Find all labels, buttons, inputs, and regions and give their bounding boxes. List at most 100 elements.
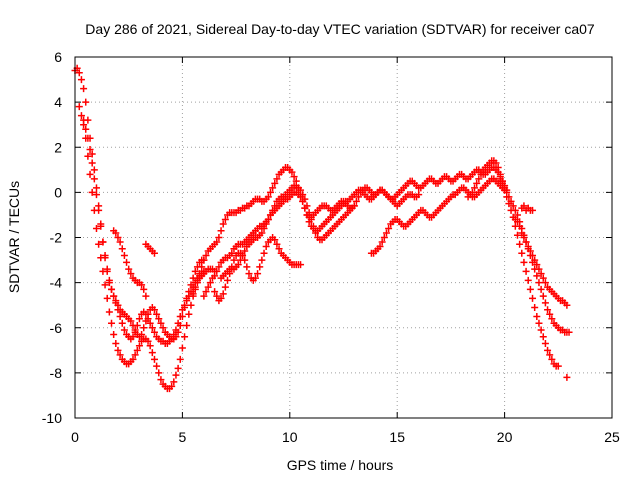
data-point [153, 310, 161, 318]
data-point [82, 98, 90, 106]
data-point [217, 227, 225, 235]
data-point [513, 218, 521, 226]
data-point [200, 256, 208, 264]
data-point [541, 299, 549, 307]
data-point [535, 319, 543, 327]
data-point [196, 270, 204, 278]
data-point [142, 292, 150, 300]
data-point [88, 188, 96, 196]
data-point [150, 249, 158, 257]
data-point [112, 340, 120, 348]
data-point [116, 312, 124, 320]
data-point [271, 236, 279, 244]
data-point [544, 306, 552, 314]
data-point [415, 191, 423, 199]
data-point [183, 294, 191, 302]
data-point [189, 290, 197, 298]
y-tick-labels: -10 -8 -6 -4 -2 0 2 4 6 [42, 49, 62, 426]
data-point [135, 315, 143, 323]
data-point [129, 333, 137, 341]
data-point [135, 342, 143, 350]
data-point [157, 376, 165, 384]
data-point [531, 256, 539, 264]
data-point [168, 382, 176, 390]
y-tick-label: 2 [54, 139, 62, 155]
data-point [243, 263, 251, 271]
series-track-12 [496, 175, 562, 370]
data-point [140, 285, 148, 293]
data-point [382, 229, 390, 237]
data-point [520, 258, 528, 266]
data-point [80, 85, 88, 93]
data-point [513, 211, 521, 219]
data-point [116, 238, 124, 246]
data-point [264, 215, 272, 223]
x-axis-label: GPS time / hours [287, 457, 394, 473]
data-point [548, 315, 556, 323]
data-point [86, 146, 94, 154]
series-track-15 [563, 373, 571, 381]
series-track-8 [217, 182, 358, 282]
data-point [84, 152, 92, 160]
x-tick-labels: 0 5 10 15 20 25 [71, 429, 620, 445]
x-tick-label: 15 [389, 429, 405, 445]
data-point [101, 252, 109, 260]
data-point [290, 173, 298, 181]
data-point [198, 263, 206, 271]
data-point [273, 175, 281, 183]
data-point [181, 303, 189, 311]
y-tick-label: -4 [50, 275, 63, 291]
data-point [299, 191, 307, 199]
data-point [120, 326, 128, 334]
data-point [297, 261, 305, 269]
data-point [535, 279, 543, 287]
data-point [565, 328, 573, 336]
data-point [77, 112, 85, 120]
chart-title: Day 286 of 2021, Sidereal Day-to-day VTE… [85, 21, 595, 37]
data-point [269, 184, 277, 192]
data-point [144, 337, 152, 345]
data-point [172, 371, 180, 379]
data-point [256, 263, 264, 271]
data-point [144, 310, 152, 318]
series-track-14 [518, 202, 537, 214]
data-point [105, 276, 113, 284]
data-point [492, 159, 500, 167]
data-point [200, 292, 208, 300]
data-point [563, 373, 571, 381]
data-point [507, 206, 515, 214]
data-point [273, 240, 281, 248]
data-point [138, 331, 146, 339]
data-point [148, 349, 156, 357]
x-tick-label: 5 [179, 429, 187, 445]
data-points [71, 64, 573, 393]
data-point [112, 297, 120, 305]
data-point [529, 206, 537, 214]
y-tick-label: -2 [50, 230, 63, 246]
data-point [496, 175, 504, 183]
data-point [533, 312, 541, 320]
data-point [258, 229, 266, 237]
data-point [251, 274, 259, 282]
data-point [120, 252, 128, 260]
data-point [221, 283, 229, 291]
data-point [187, 281, 195, 289]
data-point [535, 265, 543, 273]
data-point [123, 258, 131, 266]
y-tick-label: 4 [54, 94, 62, 110]
data-point [114, 234, 122, 241]
data-point [524, 243, 532, 251]
data-point [546, 351, 554, 359]
data-point [260, 249, 268, 257]
data-point [140, 324, 148, 332]
data-point [520, 202, 528, 210]
data-point [178, 312, 186, 320]
data-point [127, 317, 135, 325]
y-tick-label: -8 [50, 365, 63, 381]
x-tick-label: 0 [71, 429, 79, 445]
data-point [539, 274, 547, 282]
data-point [524, 276, 532, 284]
data-point [174, 364, 182, 372]
data-point [260, 224, 268, 232]
data-point [539, 333, 547, 341]
